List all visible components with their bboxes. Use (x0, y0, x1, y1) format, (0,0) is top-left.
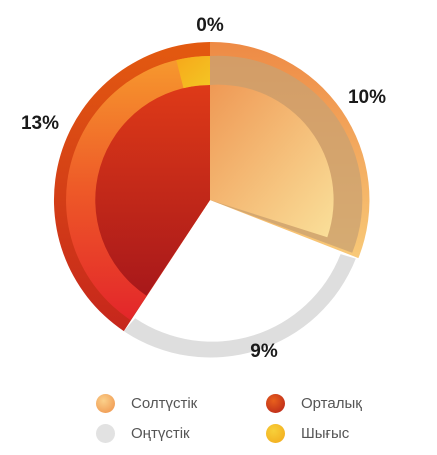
legend-item-south: Оңтүстік (96, 421, 190, 445)
chart: 0% 10% 13% 9% (21, 15, 386, 362)
legend: Солтүстік Орталық Оңтүстік Шығыс (0, 385, 437, 455)
slice-central (53, 42, 211, 332)
legend-swatch-north (96, 393, 115, 413)
legend-label-south: Оңтүстік (131, 424, 190, 442)
legend-item-east: Шығыс (266, 421, 349, 445)
label-central-value: 13% (21, 113, 59, 134)
slice-east (176, 56, 210, 89)
label-south-value: 9% (250, 341, 278, 362)
legend-item-central: Орталық (266, 391, 362, 415)
legend-item-north: Солтүстік (96, 391, 197, 415)
legend-label-north: Солтүстік (131, 394, 198, 412)
legend-label-east: Шығыс (301, 424, 350, 442)
legend-swatch-south (96, 423, 115, 443)
legend-swatch-central (266, 393, 285, 413)
slice-south (123, 254, 356, 358)
legend-label-central: Орталық (301, 394, 362, 412)
slice-north (210, 41, 370, 259)
label-north-value: 10% (348, 87, 386, 108)
label-east-value: 0% (196, 15, 224, 36)
legend-swatch-east (266, 423, 285, 443)
